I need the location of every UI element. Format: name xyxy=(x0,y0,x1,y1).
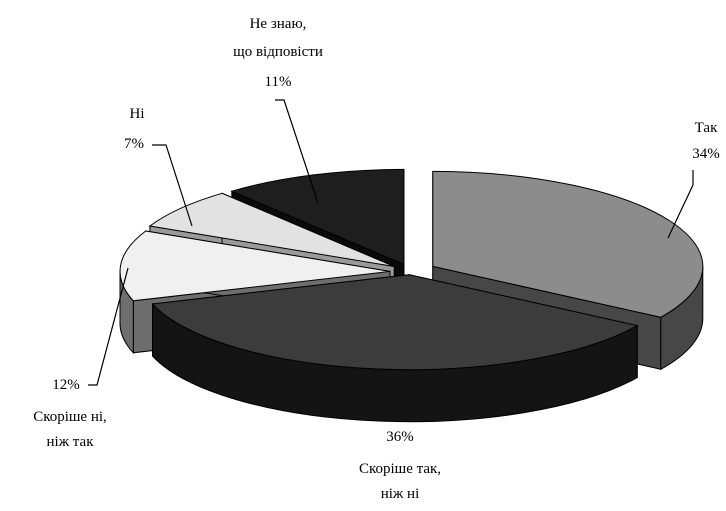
slice-value-label: 11% xyxy=(265,74,292,90)
slice-value-label: 34% xyxy=(692,146,720,162)
slice-value-label: 12% xyxy=(52,377,80,393)
slice-value-label: 7% xyxy=(124,136,144,152)
slice xyxy=(148,192,395,267)
pie-tops xyxy=(119,168,704,371)
slice-label: Так xyxy=(695,120,718,136)
leader-line xyxy=(152,144,193,227)
slice-label: що відповісти xyxy=(233,44,323,60)
slice-label: ніж так xyxy=(47,434,95,450)
slice xyxy=(151,274,639,371)
slice xyxy=(230,168,405,266)
leader-line xyxy=(667,170,694,239)
slice xyxy=(432,170,704,318)
slice-label: Ні xyxy=(130,106,145,122)
leader-line xyxy=(275,99,319,204)
slice-value-label: 36% xyxy=(386,429,414,445)
slice-label: Не знаю, xyxy=(250,16,307,32)
slice xyxy=(119,230,391,302)
leader-lines xyxy=(88,99,694,386)
slice-label: Скоріше так, xyxy=(359,461,441,477)
slice-label: ніж ні xyxy=(381,486,420,502)
slice-label: Скоріше ні, xyxy=(33,409,107,425)
slice-labels: Так 34% Скоріше так, ніж ні 36% Скоріше ні, ні… xyxy=(33,16,720,502)
leader-line xyxy=(88,267,129,386)
